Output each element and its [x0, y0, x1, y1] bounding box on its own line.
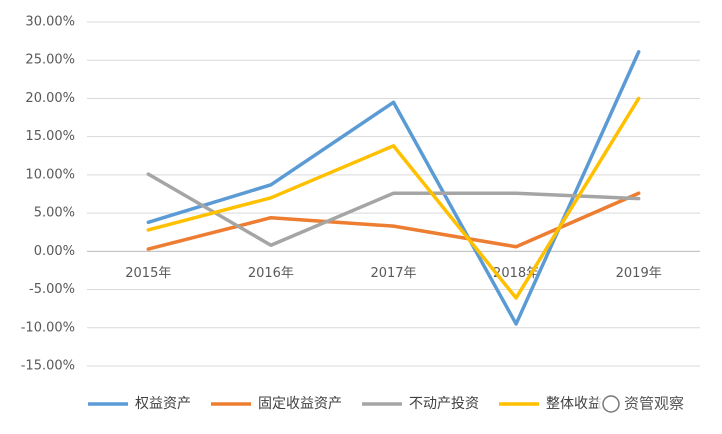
- legend: 权益资产 固定收益资产 不动产投资 整体收益: [88, 396, 602, 412]
- y-tick-label: 30.00%: [25, 15, 75, 30]
- series-line: [146, 172, 641, 247]
- watermark-text: 资管观察: [624, 395, 684, 413]
- y-tick-label: 5.00%: [34, 206, 75, 221]
- y-tick-label: -10.00%: [21, 320, 75, 335]
- legend-label: 整体收益: [546, 396, 602, 412]
- y-tick-label: 10.00%: [25, 167, 75, 182]
- x-tick-label: 2015年: [125, 266, 171, 281]
- x-tick-label: 2016年: [248, 266, 294, 281]
- x-tick-label: 2017年: [370, 266, 416, 281]
- legend-label: 固定收益资产: [258, 396, 342, 412]
- y-tick-label: 20.00%: [25, 91, 75, 106]
- y-tick-label: 25.00%: [25, 53, 75, 68]
- x-tick-label: 2019年: [616, 266, 662, 281]
- legend-label: 不动产投资: [409, 396, 479, 412]
- y-tick-label: 0.00%: [34, 244, 75, 259]
- y-tick-label: -15.00%: [21, 359, 75, 374]
- series-line: [146, 96, 641, 300]
- y-tick-label: -5.00%: [29, 282, 75, 297]
- watermark-icon: [602, 395, 620, 413]
- legend-label: 权益资产: [135, 396, 191, 412]
- watermark-bg: [598, 390, 710, 418]
- watermark: 资管观察: [598, 390, 710, 418]
- y-tick-label: 15.00%: [25, 129, 75, 144]
